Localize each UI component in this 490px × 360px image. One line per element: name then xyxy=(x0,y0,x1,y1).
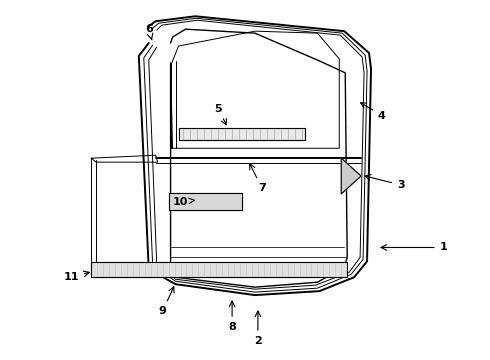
Text: 4: 4 xyxy=(361,103,386,121)
Text: 6: 6 xyxy=(145,24,153,40)
Text: 7: 7 xyxy=(250,164,266,193)
Polygon shape xyxy=(91,262,347,277)
Text: 2: 2 xyxy=(254,311,262,346)
Polygon shape xyxy=(341,158,361,194)
Text: 3: 3 xyxy=(365,175,405,190)
Text: 8: 8 xyxy=(228,301,236,332)
Text: 5: 5 xyxy=(215,104,226,125)
Text: 10: 10 xyxy=(173,197,195,207)
Polygon shape xyxy=(169,193,242,210)
Polygon shape xyxy=(178,129,305,140)
Text: 11: 11 xyxy=(64,271,89,282)
Text: 1: 1 xyxy=(381,243,447,252)
Text: 9: 9 xyxy=(159,287,174,316)
